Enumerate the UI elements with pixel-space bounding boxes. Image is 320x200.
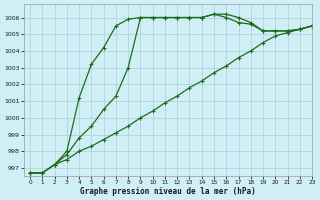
X-axis label: Graphe pression niveau de la mer (hPa): Graphe pression niveau de la mer (hPa) (80, 187, 256, 196)
